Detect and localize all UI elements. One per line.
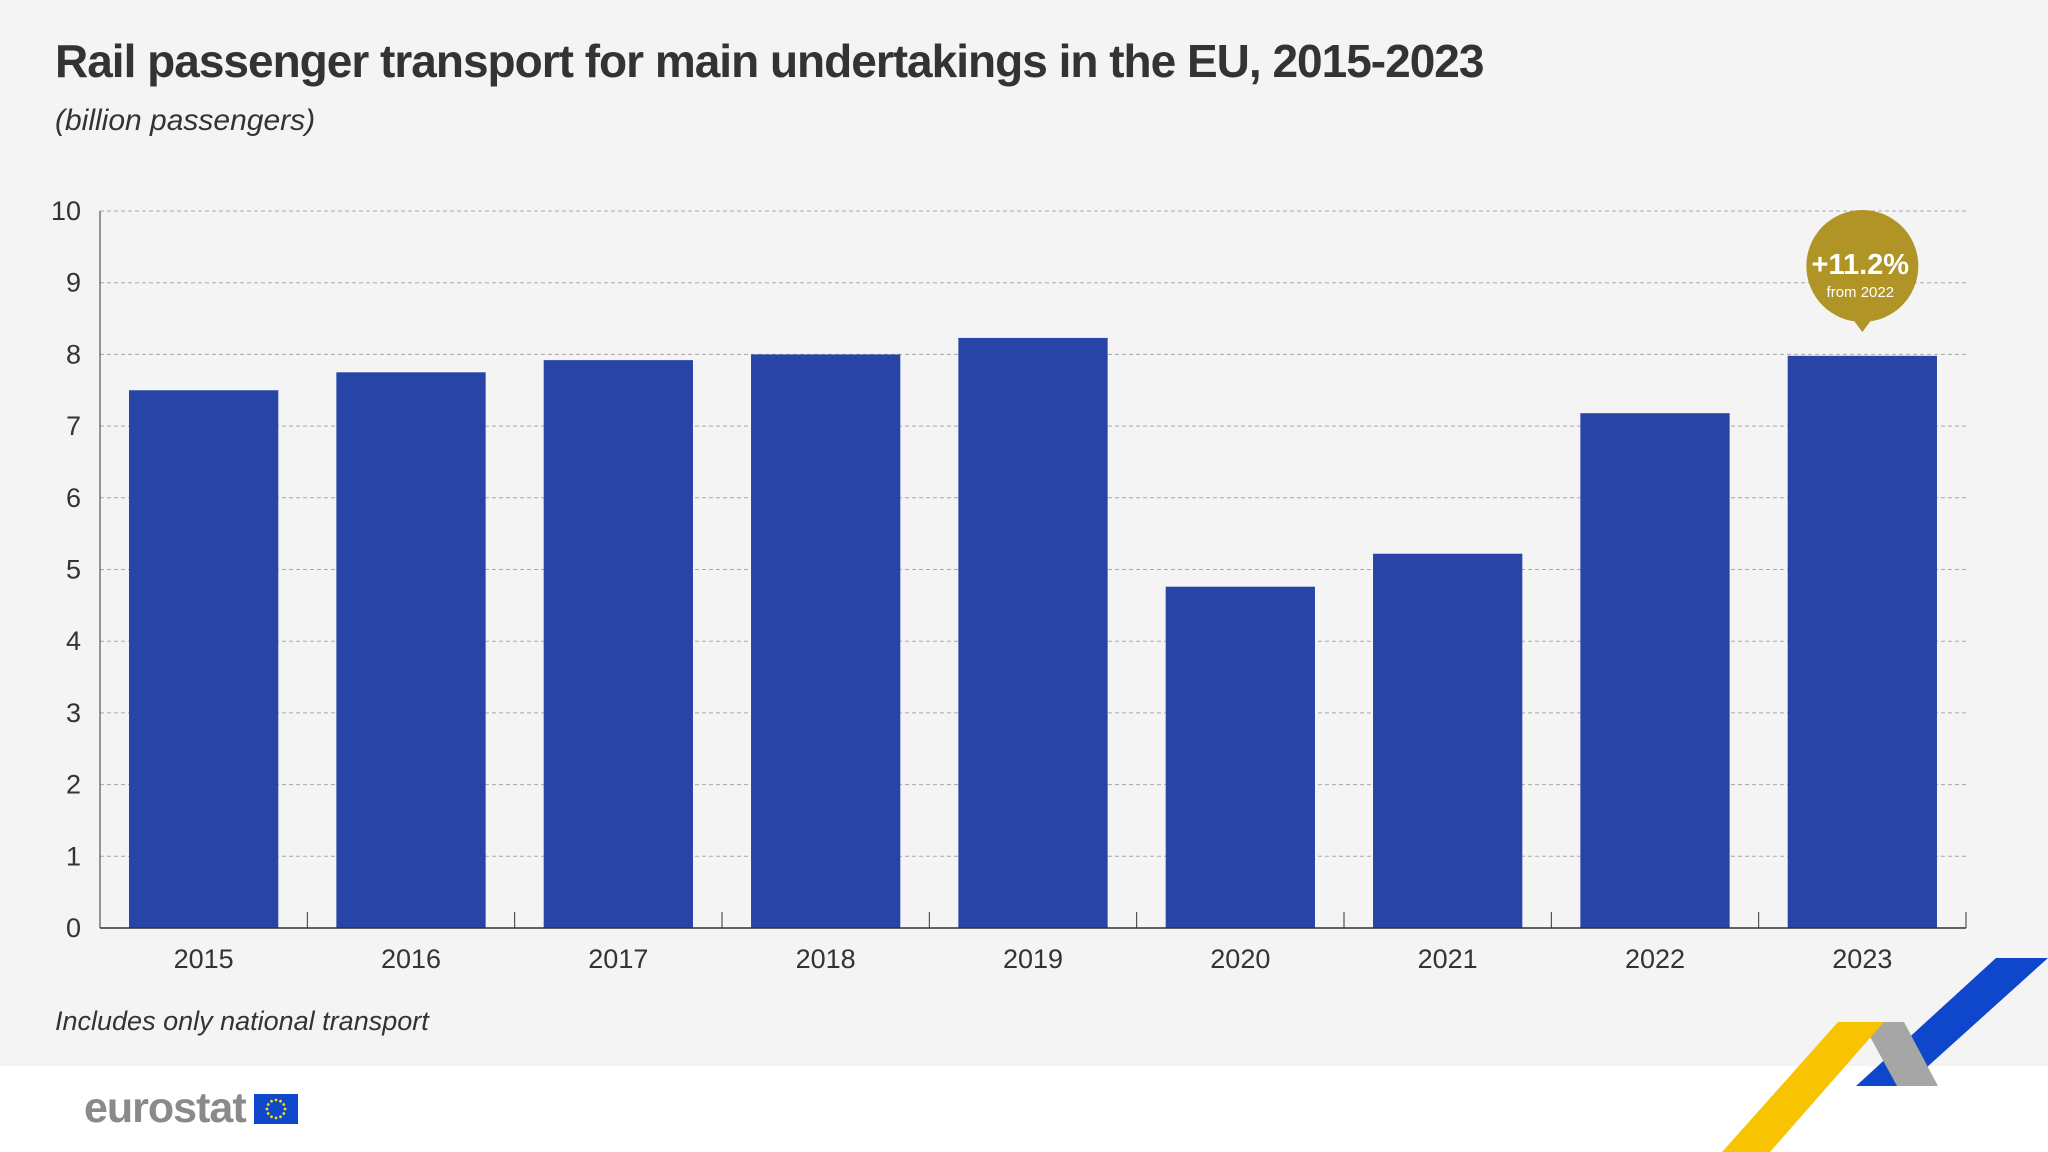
bars: [129, 337, 1937, 929]
deco-grey-stripe: [1862, 1022, 1938, 1086]
x-tick-label: 2018: [796, 944, 856, 974]
y-tick-label: 6: [66, 483, 81, 513]
y-tick-label: 5: [66, 555, 81, 585]
x-tick-label: 2017: [588, 944, 648, 974]
y-tick-label: 10: [51, 196, 81, 226]
x-tick-label: 2019: [1003, 944, 1063, 974]
y-tick-label: 1: [66, 841, 81, 871]
y-tick-label: 9: [66, 268, 81, 298]
eurostat-logo: eurostat: [84, 1084, 298, 1133]
y-tick-label: 3: [66, 698, 81, 728]
eu-flag-icon: [253, 1093, 298, 1124]
bar-2017: [543, 360, 693, 928]
footnote: Includes only national transport: [55, 1006, 429, 1036]
x-tick-label: 2020: [1210, 944, 1270, 974]
callout-value: +11.2%: [1812, 249, 1910, 281]
bar-2020: [1165, 586, 1315, 928]
callout-pointer: [1850, 316, 1875, 332]
change-callout: +11.2% from 2022: [1806, 210, 1919, 332]
x-tick-label: 2022: [1625, 944, 1685, 974]
x-tick-label: 2015: [174, 944, 234, 974]
x-tick-label: 2023: [1832, 944, 1892, 974]
bar-chart: 0 1 2 3 4 5 6 7 8 9 10 2015 2016 2017 2018 2019 2020 202…: [51, 196, 1967, 974]
chart-title: Rail passenger transport for main undert…: [55, 35, 1484, 87]
x-tick-label: 2016: [381, 944, 441, 974]
y-tick-labels: 0 1 2 3 4 5 6 7 8 9 10: [51, 196, 81, 943]
callout-subtext: from 2022: [1827, 284, 1895, 301]
bar-2022: [1580, 413, 1730, 929]
bar-2016: [336, 372, 486, 928]
y-tick-label: 2: [66, 770, 81, 800]
callout-badge: [1806, 210, 1919, 322]
axes: [99, 211, 1967, 929]
bar-2023: [1787, 355, 1937, 929]
deco-yellow-stripe: [1722, 1022, 1884, 1152]
bar-2021: [1373, 553, 1523, 928]
y-tick-label: 4: [66, 626, 81, 656]
x-tick-label: 2021: [1418, 944, 1478, 974]
logo-text: eurostat: [84, 1084, 247, 1132]
bar-2018: [751, 354, 901, 928]
chart-subtitle: (billion passengers): [55, 104, 316, 137]
bar-2015: [129, 390, 279, 928]
x-tick-labels: 2015 2016 2017 2018 2019 2020 2021 2022 2023: [174, 944, 1893, 974]
y-tick-label: 0: [66, 913, 81, 943]
bar-2019: [958, 337, 1108, 928]
y-tick-label: 8: [66, 339, 81, 369]
y-tick-label: 7: [66, 411, 81, 441]
